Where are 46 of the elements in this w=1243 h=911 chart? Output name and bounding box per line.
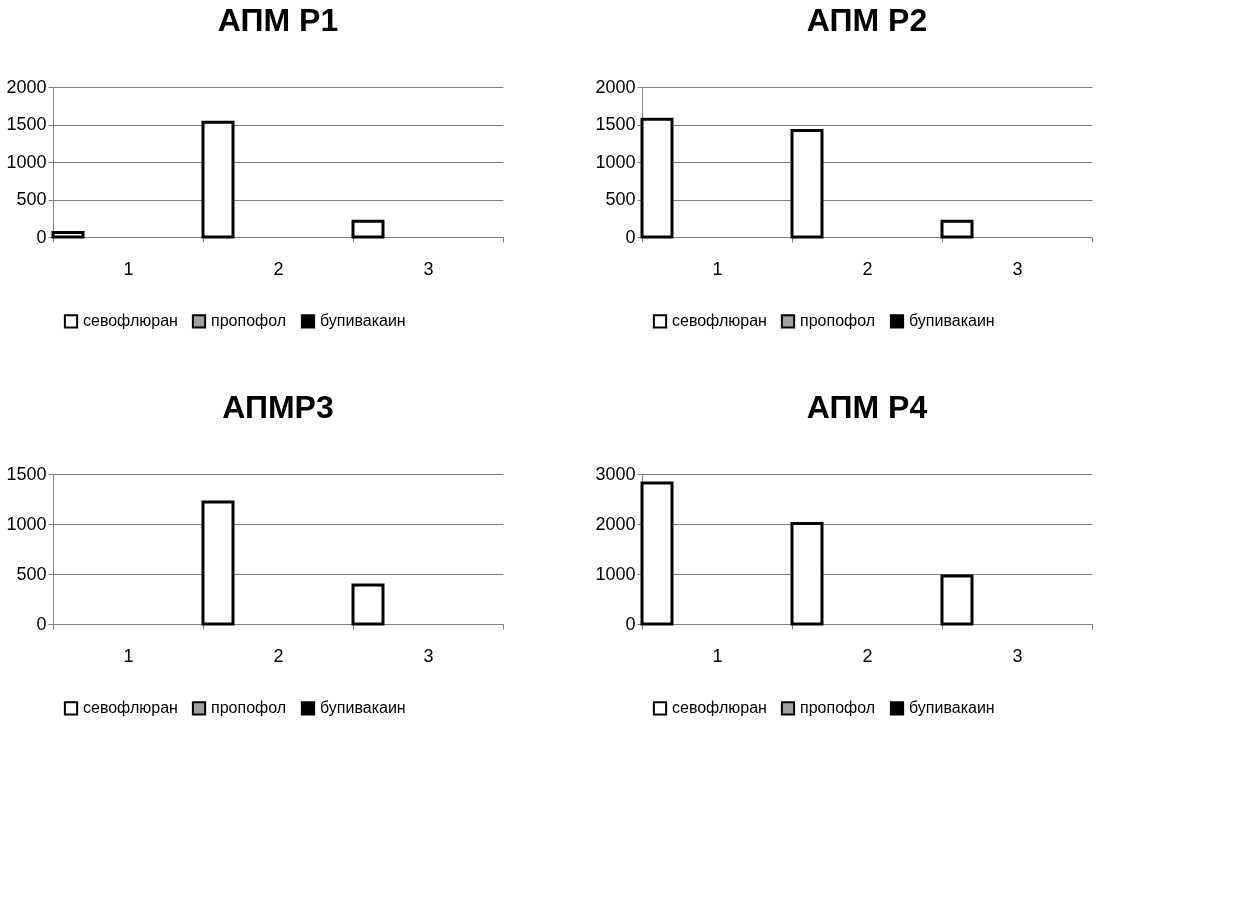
y-tick-label: 0	[36, 226, 47, 247]
y-tick-label: 1000	[595, 563, 636, 584]
x-tick-label: 3	[423, 258, 434, 279]
x-tick-label: 1	[712, 645, 723, 666]
legend-label: бупивакаин	[909, 699, 995, 717]
chart-title: АПМ Р1	[217, 2, 339, 38]
y-tick-label: 1500	[6, 463, 47, 484]
y-tick-label: 500	[605, 189, 636, 209]
y-tick-label: 0	[625, 613, 636, 634]
y-tick-label: 2000	[595, 513, 636, 534]
legend-label: бупивакаин	[909, 312, 995, 330]
x-tick-label: 2	[273, 258, 284, 279]
y-tick-label: 1000	[6, 513, 47, 534]
legend-label: пропофол	[800, 312, 876, 330]
legend-label: пропофол	[800, 699, 876, 717]
y-tick-label: 2000	[6, 76, 47, 97]
legend-label: севофлюран	[672, 312, 767, 330]
x-tick-label: 2	[862, 258, 873, 279]
x-tick-label: 1	[123, 645, 134, 666]
x-tick-label: 3	[1012, 258, 1023, 279]
y-tick-label: 1000	[6, 151, 47, 172]
y-tick-label: 2000	[595, 76, 636, 97]
legend-label: бупивакаин	[320, 699, 406, 717]
chart-title: АПМР3	[222, 389, 334, 425]
legend-label: бупивакаин	[320, 312, 406, 330]
chart-title: АПМ Р4	[806, 389, 928, 425]
legend-label: севофлюран	[83, 312, 178, 330]
chart-title: АПМ Р2	[806, 2, 928, 38]
y-tick-label: 0	[625, 226, 636, 247]
x-tick-label: 1	[123, 258, 134, 279]
y-tick-label: 500	[16, 189, 47, 209]
x-tick-label: 1	[712, 258, 723, 279]
legend-label: севофлюран	[672, 699, 767, 717]
y-tick-label: 1000	[595, 151, 636, 172]
legend-label: севофлюран	[83, 699, 178, 717]
legend-label: пропофол	[211, 699, 287, 717]
y-tick-label: 1500	[595, 114, 636, 134]
x-tick-label: 3	[423, 645, 434, 666]
x-tick-label: 2	[273, 645, 284, 666]
y-tick-label: 500	[16, 563, 47, 584]
x-tick-label: 3	[1012, 645, 1023, 666]
y-tick-label: 3000	[595, 463, 636, 484]
legend-label: пропофол	[211, 312, 287, 330]
y-tick-label: 0	[36, 613, 47, 634]
y-tick-label: 1500	[6, 114, 47, 134]
x-tick-label: 2	[862, 645, 873, 666]
